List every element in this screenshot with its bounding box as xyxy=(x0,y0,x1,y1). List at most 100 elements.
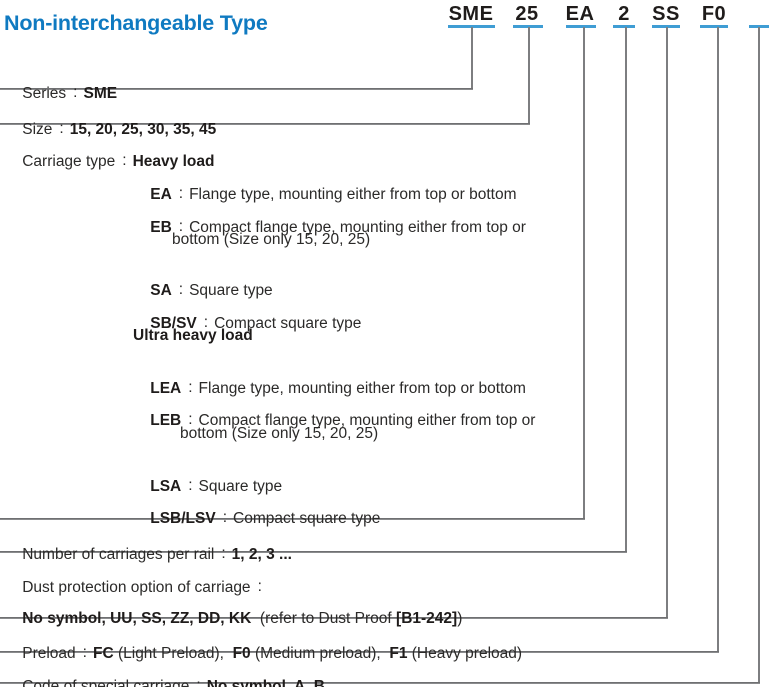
size-label: Size xyxy=(22,121,53,138)
code-underline-series xyxy=(448,25,495,28)
colon-separator: : xyxy=(82,644,87,661)
colon-separator: : xyxy=(188,477,193,494)
carriage-item-lsb-lsv: LSB/LSV: Compact square type xyxy=(133,489,380,549)
carriage-code: SB/SV xyxy=(150,315,197,332)
colon-separator: : xyxy=(196,677,201,687)
row-preload: Preload: FC (Light Preload), F0 (Medium p… xyxy=(5,624,522,684)
connector-line-size xyxy=(528,27,530,125)
code-underline-special xyxy=(749,25,769,28)
carriage-code: LEA xyxy=(150,380,182,397)
carriage-subheading-ultra-heavy-load: Ultra heavy load xyxy=(133,327,253,344)
carriage-desc: Compact flange type, mounting either fro… xyxy=(198,412,536,429)
page-title: Non-interchangeable Type xyxy=(4,11,268,35)
carriage-item-eb: EB: Compact flange type, mounting either … xyxy=(133,198,526,258)
carriage-code: EA xyxy=(150,186,172,203)
preload-desc-f0: (Medium preload), xyxy=(250,645,390,662)
row-series: Series: SME xyxy=(5,64,117,124)
code-underline-preload xyxy=(700,25,728,28)
carriage-item-leb: LEB: Compact flange type, mounting either… xyxy=(133,391,535,451)
model-code-segment-number: 2 xyxy=(618,3,630,25)
preload-label: Preload xyxy=(22,645,76,662)
connector-line-carriage xyxy=(583,27,585,520)
carriage-code: SA xyxy=(150,282,172,299)
carriage-type-group: Heavy load xyxy=(132,153,215,170)
special-carriage-label: Code of special carriage xyxy=(22,678,190,687)
carriage-item-leb-desc-cont: bottom (Size only 15, 20, 25) xyxy=(180,425,379,442)
code-underline-size xyxy=(513,25,543,28)
connector-line-series xyxy=(471,27,473,90)
rule-special xyxy=(0,682,760,684)
dust-protection-codes: No symbol, UU, SS, ZZ, DD, KK xyxy=(22,610,252,627)
carriage-code: LEB xyxy=(150,412,182,429)
row-carriage-type: Carriage type: Heavy load xyxy=(5,132,214,192)
carriages-per-rail-label: Number of carriages per rail xyxy=(22,546,215,563)
carriage-item-sb-sv: SB/SV: Compact square type xyxy=(133,294,361,354)
colon-separator: : xyxy=(257,578,262,595)
row-dust-protection-label: Dust protection option of carriage: xyxy=(5,558,268,618)
carriage-item-eb-desc-cont: bottom (Size only 15, 20, 25) xyxy=(172,231,371,248)
carriage-code: LSB/LSV xyxy=(150,510,216,527)
code-underline-number xyxy=(613,25,635,28)
rule-size xyxy=(0,123,530,125)
colon-separator: : xyxy=(73,84,78,101)
connector-line-special xyxy=(758,27,760,684)
preload-desc-fc: (Light Preload), xyxy=(113,645,233,662)
dust-protection-label: Dust protection option of carriage xyxy=(22,579,251,596)
series-label: Series xyxy=(22,85,67,102)
row-carriages-per-rail: Number of carriages per rail:1, 2, 3 ... xyxy=(5,525,292,585)
dust-protection-note: (refer to Dust Proof xyxy=(251,610,397,627)
carriage-item-lsa: LSA: Square type xyxy=(133,457,282,517)
colon-separator: : xyxy=(221,545,226,562)
carriage-item-sa: SA: Square type xyxy=(133,261,273,321)
model-code-segment-preload: F0 xyxy=(701,3,727,25)
rule-carriage xyxy=(0,518,585,520)
colon-separator: : xyxy=(222,509,227,526)
colon-separator: : xyxy=(203,314,209,331)
code-underline-carriage xyxy=(566,25,596,28)
connector-line-preload xyxy=(717,27,719,653)
row-size: Size:15, 20, 25, 30, 35, 45 xyxy=(5,100,216,160)
code-underline-dust xyxy=(652,25,680,28)
model-code-segment-size: 25 xyxy=(515,3,539,25)
special-carriage-value: No symbol, A, B, ... xyxy=(206,678,351,687)
colon-separator: : xyxy=(59,120,64,137)
carriage-desc: Flange type, mounting either from top or… xyxy=(198,380,526,397)
carriage-code: EB xyxy=(150,219,172,236)
dust-proof-reference: [B1-242] xyxy=(396,610,458,627)
carriage-desc: Compact square type xyxy=(233,510,381,527)
preload-code-fc: FC xyxy=(92,645,114,662)
carriage-desc: Square type xyxy=(189,282,273,299)
size-value: 15, 20, 25, 30, 35, 45 xyxy=(69,121,217,138)
carriage-desc: Square type xyxy=(198,478,283,495)
preload-code-f1: F1 xyxy=(389,645,408,662)
carriage-desc: Flange type, mounting either from top or… xyxy=(189,186,517,203)
colon-separator: : xyxy=(178,281,184,298)
preload-desc-f1: (Heavy preload) xyxy=(407,645,523,662)
rule-number xyxy=(0,551,627,553)
rule-preload xyxy=(0,651,719,653)
colon-separator: : xyxy=(178,185,184,202)
row-dust-protection-codes: No symbol, UU, SS, ZZ, DD, KK (refer to … xyxy=(5,589,462,649)
carriage-desc: Compact square type xyxy=(214,315,362,332)
connector-line-number xyxy=(625,27,627,553)
carriages-per-rail-value: 1, 2, 3 ... xyxy=(231,546,292,563)
carriage-desc: Compact flange type, mounting either fro… xyxy=(189,219,526,236)
row-special-carriage: Code of special carriage: No symbol, A, B… xyxy=(5,657,351,687)
carriage-code: LSA xyxy=(150,478,182,495)
rule-dust xyxy=(0,617,668,619)
rule-series xyxy=(0,88,473,90)
carriage-item-lea: LEA: Flange type, mounting either from to… xyxy=(133,359,526,419)
colon-separator: : xyxy=(188,411,193,428)
carriage-item-ea: EA: Flange type, mounting either from top… xyxy=(133,165,517,225)
preload-code-f0: F0 xyxy=(232,645,251,662)
colon-separator: : xyxy=(178,218,184,235)
model-code-segment-dust: SS xyxy=(652,3,680,25)
dust-protection-note-close: ) xyxy=(457,610,463,627)
series-value: SME xyxy=(83,85,118,102)
connector-line-dust xyxy=(666,27,668,619)
model-code-segment-series: SME xyxy=(448,3,494,25)
model-code-segment-carriage: EA xyxy=(565,3,595,25)
carriage-type-label: Carriage type xyxy=(22,153,116,170)
colon-separator: : xyxy=(122,152,127,169)
